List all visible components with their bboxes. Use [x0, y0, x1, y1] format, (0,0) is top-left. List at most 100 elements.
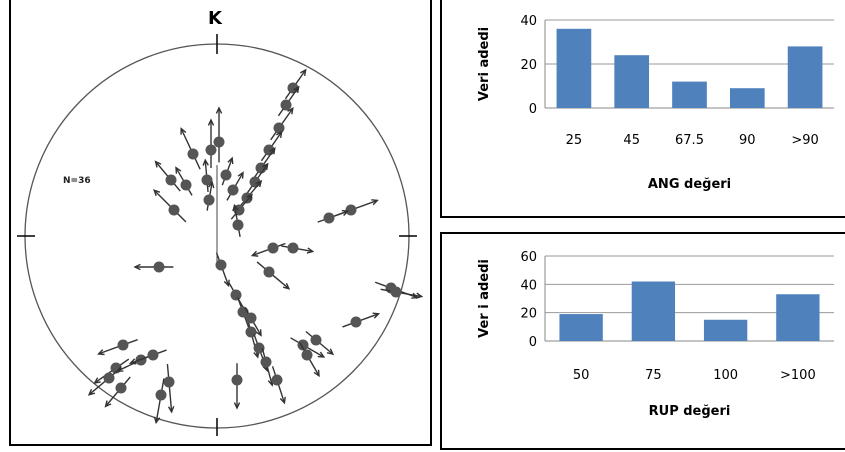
slip-vectors [87, 68, 424, 425]
pole-marker [280, 99, 292, 111]
arrow-head [287, 107, 294, 115]
pole-marker [260, 356, 272, 368]
arrow-head [255, 179, 263, 188]
bar-90 [729, 88, 765, 108]
x-axis-title: ANG değeri [648, 177, 731, 192]
bar->90 [787, 46, 823, 108]
arrow-head [128, 358, 137, 365]
pole-marker [203, 194, 215, 206]
y-axis-title: Veri adedi [477, 27, 492, 101]
pole-marker [253, 342, 265, 354]
y-tick-label: 20 [520, 307, 537, 322]
arrow-head [97, 349, 105, 356]
x-tick-label: 90 [739, 133, 756, 148]
bar-45 [614, 55, 650, 108]
bar-25 [556, 28, 592, 108]
arrow-head [237, 171, 244, 179]
pole-marker [301, 349, 313, 361]
x-tick-label: >90 [791, 133, 818, 148]
arrow-head [326, 348, 335, 356]
pole-marker [163, 376, 175, 388]
arrow-head [153, 189, 161, 197]
pole-marker [231, 374, 243, 386]
pole-marker [213, 136, 225, 148]
y-tick-label: 20 [520, 58, 537, 73]
arrow-head [153, 416, 161, 425]
pole-marker [297, 339, 309, 351]
pole-marker [271, 374, 283, 386]
arrow-head [233, 402, 241, 410]
rup-chart-panel: 0 20 40 60 50 75 100 >100 RUP değeri Ver i adedi [440, 232, 845, 450]
arrow-head [415, 292, 424, 299]
pole-marker [115, 382, 127, 394]
pole-marker [287, 242, 299, 254]
x-tick-label: 25 [566, 133, 583, 148]
x-tick-label: 50 [573, 368, 590, 383]
x-tick-label: 100 [713, 368, 738, 383]
arrow-head [93, 377, 101, 384]
arrow-head [87, 388, 96, 396]
arrow-head [175, 166, 182, 174]
arrow-head [115, 365, 124, 372]
x-tick-label: 45 [623, 133, 640, 148]
bar->100 [776, 294, 820, 341]
pole-marker [390, 286, 402, 298]
pole-marker [273, 122, 285, 134]
x-tick-label: >100 [780, 368, 816, 383]
arrow-head [246, 193, 253, 201]
pole-marker [227, 184, 239, 196]
y-tick-label: 40 [520, 14, 537, 29]
arrow-head [208, 180, 215, 189]
pole-marker [350, 316, 362, 328]
arrow-head [250, 250, 259, 257]
pole-marker [165, 174, 177, 186]
arrow-head [202, 158, 209, 166]
pole-marker [230, 289, 242, 301]
arrow-head [227, 156, 234, 165]
bar-100 [703, 319, 748, 341]
pole-marker [255, 162, 267, 174]
pole-marker [153, 261, 165, 273]
y-tick-label: 40 [520, 278, 537, 293]
pole-marker [310, 334, 322, 346]
arrow-head [215, 106, 223, 114]
arrow-head [313, 369, 320, 378]
pole-marker [220, 169, 232, 181]
stereonet-plot: K N=36 [17, 8, 424, 436]
arrow-head [282, 282, 291, 290]
rup-bar-chart: 0 20 40 60 50 75 100 >100 RUP değeri Ver i adedi [477, 250, 834, 419]
arrow-head [133, 263, 141, 271]
arrow-head [223, 279, 230, 288]
pole-marker [215, 259, 227, 271]
pole-marker [103, 372, 115, 384]
bar-67.5 [672, 81, 707, 108]
bar-50 [559, 314, 603, 341]
pole-marker [205, 144, 217, 156]
slip-arrow [166, 364, 173, 412]
arrow-head [300, 68, 307, 77]
arrow-head [371, 199, 379, 206]
arrow-head [180, 127, 187, 135]
ang-chart-panel: 0 20 40 25 45 67.5 90 >90 ANG değeri Veri adedi [440, 0, 845, 218]
bar-75 [631, 281, 676, 341]
stereonet-panel: K N=36 [9, 0, 432, 446]
pole-marker [345, 204, 357, 216]
stereonet-ticks [17, 34, 417, 436]
slip-arrow [180, 128, 201, 170]
arrow-head [341, 209, 350, 216]
count-label: N=36 [63, 176, 91, 186]
x-axis-title: RUP değeri [649, 404, 731, 419]
arrow-head [279, 396, 286, 405]
pole-marker [117, 339, 129, 351]
arrow-head [207, 118, 215, 126]
arrow-head [317, 351, 326, 358]
pole-marker [232, 219, 244, 231]
arrow-head [306, 247, 315, 254]
pole-marker [201, 174, 213, 186]
pole-marker [168, 204, 180, 216]
arrow-head [293, 85, 300, 94]
ang-bar-chart: 0 20 40 25 45 67.5 90 >90 ANG değeri Veri adedi [477, 14, 834, 192]
pole-marker [187, 148, 199, 160]
pole-marker [147, 349, 159, 361]
y-axis-title: Ver i adedi [477, 259, 492, 338]
